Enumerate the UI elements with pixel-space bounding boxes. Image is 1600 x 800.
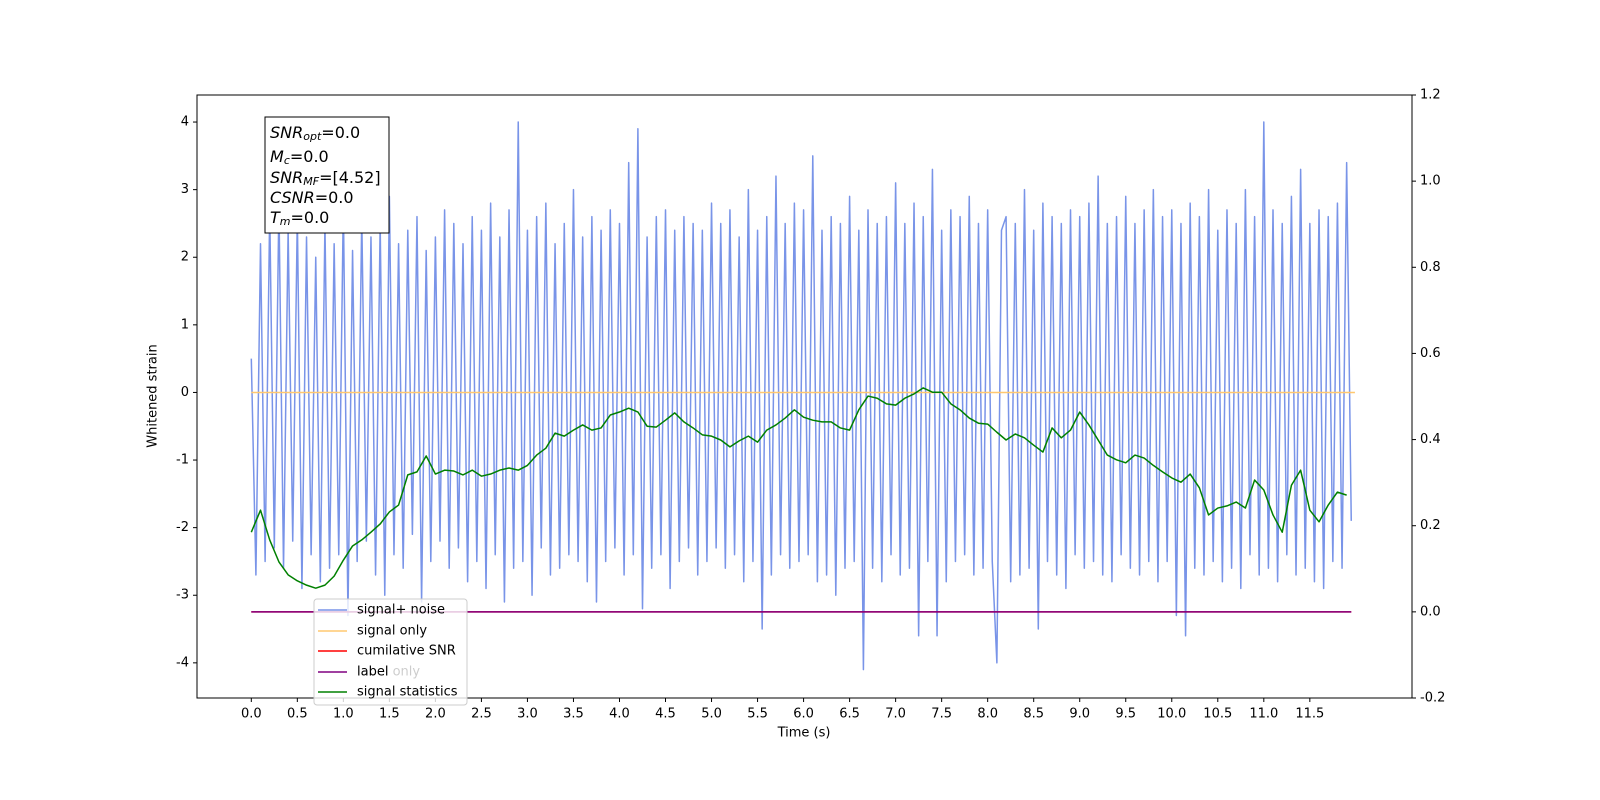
annotation-text: SNRopt=0.0 <box>270 123 360 144</box>
y-tick-label: 0 <box>181 385 189 400</box>
y-tick-label: -1 <box>176 453 189 468</box>
legend-label: label <box>357 665 388 680</box>
annotation-sub: m <box>280 215 291 228</box>
annotation-base: CSNR <box>270 188 315 207</box>
annotation-box: SNRopt=0.0Mc=0.0SNRMF=[4.52]CSNR=0.0Tm=0… <box>264 116 390 234</box>
y-tick-label: -4 <box>176 655 189 670</box>
y2-tick-label: 0.0 <box>1420 604 1441 619</box>
y-tick-label: 1 <box>181 317 189 332</box>
annotation-frame <box>264 116 390 234</box>
x-tick-label: 7.0 <box>885 707 906 722</box>
annotation-rest: =0.0 <box>290 147 329 166</box>
y2-tick-label: 0.6 <box>1420 346 1441 361</box>
y-tick-label: 2 <box>181 250 189 265</box>
x-tick-label: 0.0 <box>241 707 262 722</box>
x-tick-label: 0.5 <box>287 707 308 722</box>
y-tick-label: 3 <box>181 182 189 197</box>
series-line <box>250 387 1347 589</box>
x-tick-label: 2.5 <box>471 707 492 722</box>
plot-frame <box>196 94 1413 699</box>
annotation-base: SNR <box>270 123 303 142</box>
legend-label: signal only <box>357 624 427 639</box>
y2-tick-label: 1.0 <box>1420 174 1441 189</box>
x-tick-label: 9.0 <box>1069 707 1090 722</box>
x-tick-label: 3.0 <box>517 707 538 722</box>
legend-label: signal statistics <box>357 685 458 700</box>
x-tick-label: 6.0 <box>793 707 814 722</box>
annotation-rest: =[4.52] <box>319 168 381 187</box>
legend-label: cumilative SNR <box>357 644 456 659</box>
annotation-text: SNRMF=[4.52] <box>270 168 381 189</box>
x-tick-label: 4.0 <box>609 707 630 722</box>
annotation-rest: =0.0 <box>321 123 360 142</box>
x-tick-label: 5.0 <box>701 707 722 722</box>
annotation-base: M <box>270 147 284 166</box>
x-tick-label: 3.5 <box>563 707 584 722</box>
x-tick-label: 7.5 <box>931 707 952 722</box>
series-line <box>250 121 1352 671</box>
y2-tick-label: 1.2 <box>1420 88 1441 103</box>
annotation-sub: MF <box>303 175 319 188</box>
legend-label: signal+ noise <box>357 603 445 618</box>
x-tick-label: 10.0 <box>1157 707 1186 722</box>
y-tick-label: -3 <box>176 588 189 603</box>
x-tick-label: 6.5 <box>839 707 860 722</box>
y-tick-label: 4 <box>181 115 189 130</box>
annotation-text: Tm=0.0 <box>270 208 329 229</box>
annotation-sub: opt <box>303 130 322 143</box>
legend-frame <box>313 598 468 706</box>
x-tick-label: 4.5 <box>655 707 676 722</box>
x-tick-label: 8.5 <box>1023 707 1044 722</box>
y2-tick-label: -0.2 <box>1420 691 1445 706</box>
annotation-sub: c <box>284 154 290 167</box>
x-tick-label: 11.0 <box>1249 707 1278 722</box>
annotation-base: T <box>270 208 281 227</box>
annotation-rest: =0.0 <box>315 188 354 207</box>
legend: signal+ noise signal only cumilative SNR la… <box>313 598 468 706</box>
y-axis-label: Whitened strain <box>146 344 161 447</box>
y2-tick-label: 0.8 <box>1420 260 1441 275</box>
x-tick-label: 5.5 <box>747 707 768 722</box>
annotation-text: CSNR=0.0 <box>270 188 354 207</box>
x-tick-label: 8.0 <box>977 707 998 722</box>
annotation-base: SNR <box>270 168 303 187</box>
x-tick-label: 10.5 <box>1203 707 1232 722</box>
y2-tick-label: 0.2 <box>1420 518 1441 533</box>
x-axis-label: Time (s) <box>777 726 831 741</box>
y2-tick-label: 0.4 <box>1420 432 1441 447</box>
x-tick-label: 2.0 <box>425 707 446 722</box>
y-tick-label: -2 <box>176 520 189 535</box>
x-tick-label: 1.5 <box>379 707 400 722</box>
x-tick-label: 1.0 <box>333 707 354 722</box>
annotation-rest: =0.0 <box>291 208 330 227</box>
x-tick-label: 9.5 <box>1115 707 1136 722</box>
x-tick-label: 11.5 <box>1295 707 1324 722</box>
annotation-text: Mc=0.0 <box>270 147 329 168</box>
